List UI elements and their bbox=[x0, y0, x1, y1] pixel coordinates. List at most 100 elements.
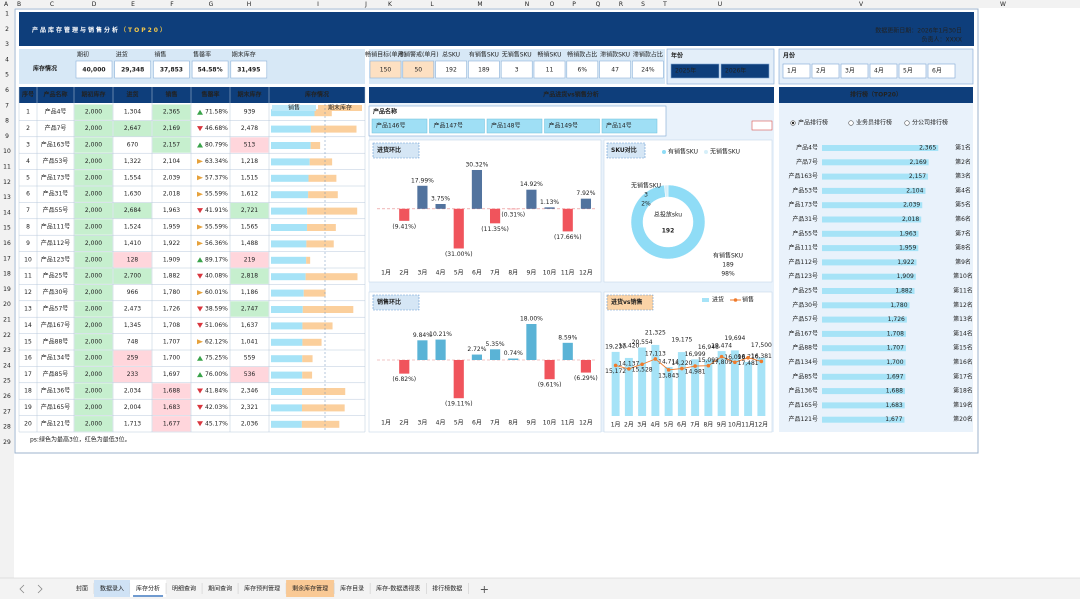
x-tick-label: 12月 bbox=[579, 270, 593, 277]
table-cell: 55.59% bbox=[205, 191, 228, 198]
data-label: 19,694 bbox=[724, 335, 745, 342]
sheet-tab[interactable]: 数据录入 bbox=[94, 580, 131, 597]
slicer-button[interactable] bbox=[601, 118, 658, 134]
data-label: (11.35%) bbox=[481, 226, 509, 233]
x-tick-label: 6月 bbox=[472, 420, 482, 427]
scroll-left[interactable] bbox=[19, 584, 25, 594]
sheet-tab[interactable]: 库存目录 bbox=[334, 580, 371, 597]
kpi-box bbox=[191, 60, 229, 79]
closing-bar bbox=[308, 191, 338, 199]
tab-label[interactable]: 库存预判管理 bbox=[244, 585, 280, 593]
filter-dropdown[interactable] bbox=[751, 120, 773, 131]
slicer-option[interactable]: 1月 bbox=[787, 68, 797, 75]
table-column-header: 库存情况 bbox=[305, 91, 329, 99]
rate-icon bbox=[197, 158, 203, 164]
sheet-tab[interactable]: 库存分析 bbox=[130, 580, 167, 597]
slicer-option[interactable]: 2月 bbox=[816, 68, 826, 75]
tab-label[interactable]: 明细查询 bbox=[172, 585, 196, 593]
slicer-button[interactable] bbox=[720, 63, 770, 79]
row-number: 24 bbox=[3, 362, 11, 369]
slice-value: 3 bbox=[644, 192, 648, 199]
slicer-button[interactable] bbox=[429, 118, 485, 134]
x-tick-label: 9月 bbox=[717, 422, 727, 429]
slicer-button[interactable] bbox=[670, 63, 720, 79]
slicer-button[interactable] bbox=[782, 63, 811, 79]
tab-background[interactable] bbox=[130, 580, 167, 597]
slicer-option[interactable]: 3月 bbox=[845, 68, 855, 75]
slicer-button[interactable] bbox=[869, 63, 898, 79]
rate-icon bbox=[197, 257, 203, 263]
sku-box bbox=[468, 60, 500, 79]
tab-label[interactable]: 剩余库存管理 bbox=[292, 585, 328, 593]
slicer-option[interactable]: 产品146号 bbox=[376, 122, 405, 130]
slicer-button[interactable] bbox=[486, 118, 543, 134]
slicer-button[interactable] bbox=[898, 63, 927, 79]
row-number: 18 bbox=[3, 271, 11, 278]
rate-icon bbox=[197, 208, 203, 214]
sku-header: 滞销款占比 bbox=[633, 51, 663, 59]
owner: 负责人：XXXX bbox=[922, 36, 962, 44]
slicer-option[interactable]: 5月 bbox=[903, 68, 913, 75]
row-number: 21 bbox=[3, 317, 11, 324]
y-tick-label: 产品112号 bbox=[789, 258, 818, 266]
table-column-header: 销售 bbox=[165, 91, 177, 99]
tab-label[interactable]: 封面 bbox=[76, 585, 88, 593]
slicer-option[interactable]: 2026年 bbox=[725, 67, 746, 75]
sheet-tab[interactable]: 明细查询 bbox=[166, 580, 203, 597]
slicer-option[interactable]: 4月 bbox=[874, 68, 884, 75]
x-tick-label: 5月 bbox=[454, 270, 464, 277]
radio-label[interactable]: 业务员排行榜 bbox=[856, 119, 892, 127]
rank-label: 第3名 bbox=[955, 172, 971, 180]
product-name: 产品112号 bbox=[41, 239, 70, 247]
radio-label[interactable]: 产品排行榜 bbox=[798, 119, 828, 127]
panel-header bbox=[369, 87, 774, 103]
slicer-option[interactable]: 产品147号 bbox=[434, 122, 463, 130]
rank-label: 第19名 bbox=[953, 401, 973, 409]
radio[interactable] bbox=[904, 120, 910, 126]
bottom-highlight bbox=[113, 350, 152, 366]
tab-label[interactable]: 期间查询 bbox=[208, 585, 232, 593]
tab-label[interactable]: 库存目录 bbox=[340, 585, 364, 593]
table-cell: 1,882 bbox=[163, 273, 180, 280]
slicer-option[interactable]: 6月 bbox=[932, 68, 942, 75]
slicer-label: 年份 bbox=[671, 52, 684, 60]
bar bbox=[822, 159, 929, 166]
sheet-tab[interactable]: 期间查询 bbox=[202, 580, 239, 597]
tab-label[interactable]: 库存-数据透视表 bbox=[376, 585, 420, 593]
tab-label[interactable]: 排行榜数据 bbox=[432, 585, 462, 593]
radio-label[interactable]: 分公司排行榜 bbox=[912, 119, 948, 127]
line-point bbox=[653, 357, 658, 361]
slicer-button[interactable] bbox=[544, 118, 600, 134]
closing-bar bbox=[309, 158, 333, 166]
legend-label: 有销售SKU bbox=[668, 148, 698, 156]
slicer-button[interactable] bbox=[371, 118, 428, 134]
tab-label[interactable]: 数据录入 bbox=[100, 585, 124, 593]
tab-label[interactable]: 库存分析 bbox=[136, 585, 160, 593]
slicer-button[interactable] bbox=[840, 63, 869, 79]
table-cell: 1,688 bbox=[163, 388, 180, 395]
rank-label: 第12名 bbox=[953, 301, 973, 309]
table-cell: 1,524 bbox=[124, 224, 141, 231]
slicer-option[interactable]: 产品148号 bbox=[491, 122, 520, 130]
row-number: 3 bbox=[5, 41, 9, 48]
table-cell: 2,000 bbox=[85, 224, 102, 231]
tab-background[interactable] bbox=[286, 580, 335, 597]
legend-swatch bbox=[662, 150, 666, 154]
data-label: 14,137 bbox=[618, 360, 639, 367]
scroll-right[interactable] bbox=[37, 584, 43, 594]
sheet-tab[interactable]: 剩余库存管理 bbox=[286, 580, 335, 597]
slicer-button[interactable] bbox=[927, 63, 956, 79]
closing-bar bbox=[306, 256, 311, 264]
add-sheet[interactable] bbox=[480, 586, 488, 593]
tab-background[interactable] bbox=[94, 580, 131, 597]
sheet-tab[interactable]: 排行榜数据 bbox=[426, 580, 469, 597]
slicer-option[interactable]: 产品149号 bbox=[549, 122, 578, 130]
bar bbox=[544, 207, 555, 209]
slicer-option[interactable]: 产品14号 bbox=[606, 122, 632, 130]
slicer-button[interactable] bbox=[811, 63, 840, 79]
slicer-option[interactable]: 2025年 bbox=[675, 67, 696, 75]
sheet-tab[interactable]: 库存-数据透视表 bbox=[370, 580, 427, 597]
rate-icon bbox=[197, 404, 203, 410]
radio[interactable] bbox=[848, 120, 854, 126]
table-cell: 1,637 bbox=[241, 322, 258, 329]
